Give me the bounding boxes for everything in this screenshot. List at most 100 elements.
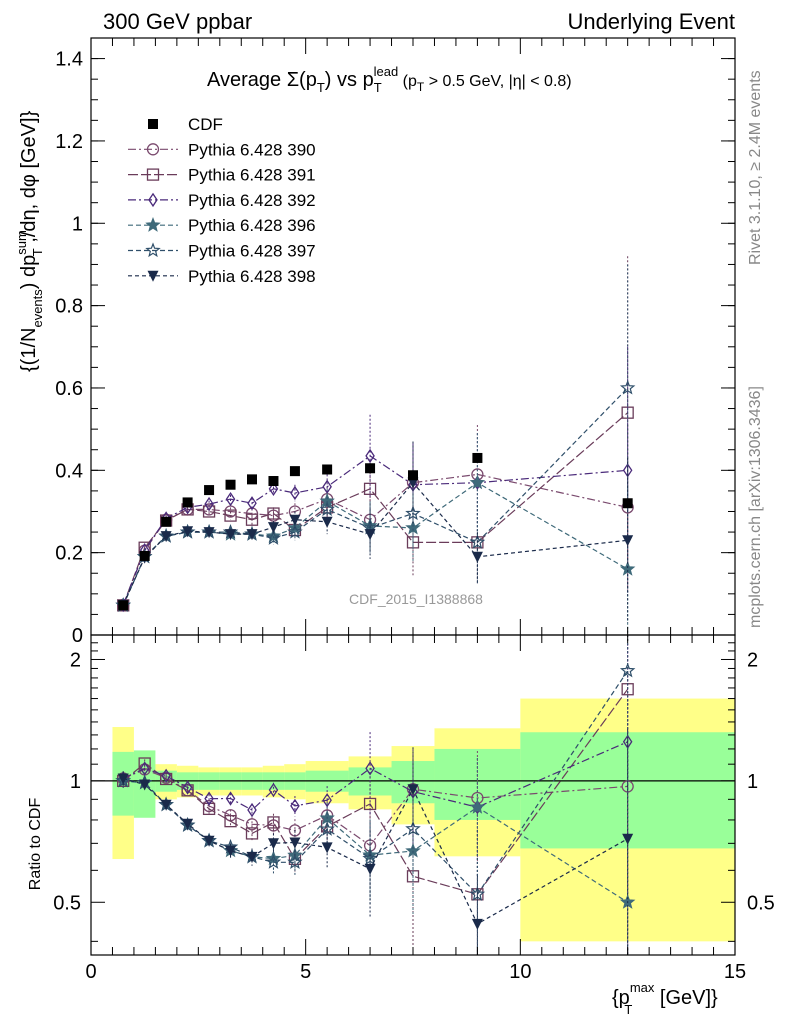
cdf-point [268,476,279,487]
ratio-point [224,815,237,828]
ratio-point [268,782,279,798]
main-plot-panel: 0 0.2 0.4 0.6 0.8 1 1.2 1.4 [55,37,736,647]
y-tick-label: 1.4 [55,49,83,71]
series-point [471,551,483,563]
ratio-point [247,802,257,818]
series-line [122,481,628,606]
y-tick-label: 0.8 [55,296,83,318]
series-point [224,509,237,522]
ratio-point [182,818,194,830]
series-point [287,523,303,539]
series-line [122,481,628,606]
ratio-point [322,793,332,808]
legend-marker [147,270,159,282]
series-point [622,463,633,478]
series-point [265,530,282,545]
series-4 [115,264,636,612]
ratio-y-tick-label: 1 [70,771,81,793]
legend: CDF Pythia 6.428 390 Pythia 6.428 391 Pythi… [128,115,316,286]
ratio-point [622,833,634,845]
legend-entry: Pythia 6.428 398 [128,267,316,286]
ratio-point [407,784,419,796]
ratio-point [471,918,483,930]
cdf-point [161,516,172,527]
ratio-point [203,835,215,847]
series-point [203,527,215,539]
cdf-point [322,464,333,475]
ratio-point [117,773,129,785]
series-point [364,529,376,541]
cdf-point [225,479,236,490]
series-point [289,514,301,526]
series-point [267,507,280,520]
series-point [619,379,636,395]
series-point [405,505,421,521]
cdf-point [472,452,483,463]
series-point [290,485,300,501]
series-point [245,513,259,526]
series-point [619,560,636,576]
ratio-point [290,798,300,814]
legend-entry: Pythia 6.428 390 [128,140,316,159]
ratio-point [139,779,151,791]
series-point [405,519,421,535]
y-tick-label: 0 [72,625,83,647]
x-tick-label: 10 [509,961,531,983]
ratio-point [267,816,280,829]
ratio-series-5 [117,729,634,955]
series-point [225,529,237,541]
series-point [265,528,282,543]
watermark: CDF_2015_I1388868 [349,591,483,607]
series-1 [117,256,634,612]
cdf-point [289,466,300,477]
series-point [469,474,486,490]
legend-entry: Pythia 6.428 392 [128,191,316,210]
series-point [322,479,332,494]
ratio-series-line [122,768,628,847]
series-point [204,496,214,512]
legend-label: CDF [188,115,223,134]
ratio-point [365,761,375,776]
legend-marker [145,217,161,232]
ratio-point [321,842,333,854]
legend-label: Pythia 6.428 391 [188,166,316,185]
ratio-point [267,838,279,850]
legend-entry: CDF [148,115,223,134]
series-line [122,387,629,606]
series-point [247,496,257,511]
header-right: Underlying Event [567,9,735,34]
cdf-point [622,498,633,509]
ratio-point [182,780,193,795]
series-point [182,526,194,538]
series-point [365,448,375,464]
ratio-point [245,818,259,831]
series-point [407,477,419,489]
ratio-point [225,845,237,857]
ratio-point [619,662,636,678]
series-point [622,535,634,547]
ratio-point [289,837,301,849]
y-axis-label-main: {(1/Nevents) dpsumT ,/dη, dφ [GeV]} [14,110,45,372]
ratio-point [204,791,214,806]
legend-marker [146,143,160,156]
legend-marker [145,242,161,258]
cdf-point [139,550,150,561]
ratio-point [265,854,282,869]
series-point [321,516,333,528]
ratio-point [319,821,335,836]
y-tick-label: 0.4 [55,460,83,482]
ratio-point [405,842,421,858]
legend-label: Pythia 6.428 396 [188,216,316,235]
x-tick-label: 15 [724,961,746,983]
legend-label: Pythia 6.428 398 [188,267,316,286]
ratio-point [362,850,378,866]
ratio-point [225,791,236,806]
y-tick-label: 1 [72,213,83,235]
series-point [246,529,258,541]
series-0 [117,425,634,612]
ratio-point [469,799,486,814]
ratio-point [364,863,376,875]
cdf-point [408,470,418,481]
header-left: 300 GeV ppbar [103,9,252,34]
